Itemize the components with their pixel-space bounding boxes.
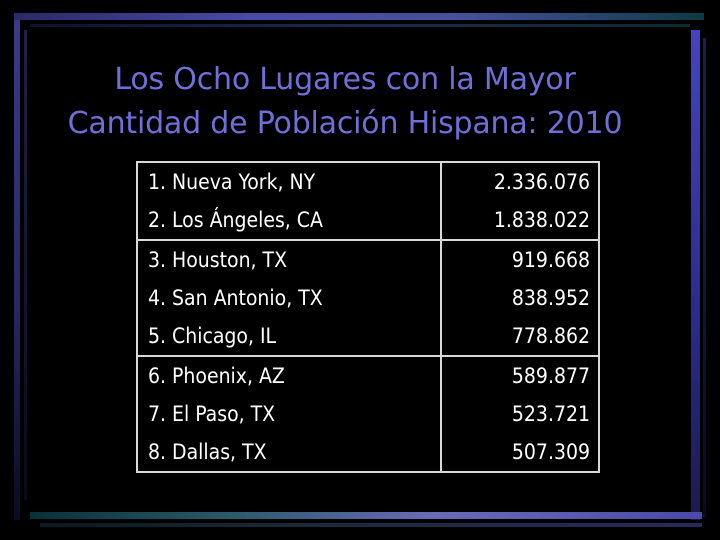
place-cell: 6. Phoenix, AZ 7. El Paso, TX 8. Dallas,… bbox=[136, 355, 442, 473]
place-name: 7. El Paso, TX bbox=[148, 402, 276, 426]
place-name: 1. Nueva York, NY bbox=[148, 170, 316, 194]
place-name: 8. Dallas, TX bbox=[148, 440, 267, 464]
population-value: 1.838.022 bbox=[493, 208, 590, 232]
frame-bottom-inner-bar bbox=[40, 523, 702, 527]
place-name: 5. Chicago, IL bbox=[148, 324, 277, 348]
population-value: 778.862 bbox=[511, 324, 590, 348]
population-value: 589.877 bbox=[511, 364, 590, 388]
table-row-group-1: 1. Nueva York, NY 2. Los Ángeles, CA 2.3… bbox=[136, 161, 600, 241]
table-row-group-3: 6. Phoenix, AZ 7. El Paso, TX 8. Dallas,… bbox=[136, 355, 600, 473]
population-value: 507.309 bbox=[511, 440, 590, 464]
place-name: 6. Phoenix, AZ bbox=[148, 364, 285, 388]
title-line-2: Cantidad de Población Hispana: 2010 bbox=[67, 106, 623, 142]
population-table: 1. Nueva York, NY 2. Los Ángeles, CA 2.3… bbox=[136, 161, 600, 473]
frame-left-bar bbox=[14, 20, 20, 520]
frame-top-bar bbox=[14, 13, 704, 20]
title-line-1: Los Ocho Lugares con la Mayor bbox=[114, 62, 576, 98]
population-cell: 589.877 523.721 507.309 bbox=[440, 355, 600, 473]
population-value: 838.952 bbox=[511, 286, 590, 310]
frame-bottom-bar bbox=[30, 512, 702, 519]
frame-right-bar bbox=[691, 30, 700, 520]
place-name: 3. Houston, TX bbox=[148, 248, 288, 272]
population-value: 523.721 bbox=[511, 402, 590, 426]
population-cell: 2.336.076 1.838.022 bbox=[440, 161, 600, 241]
frame-left-inner-bar bbox=[24, 30, 27, 500]
place-name: 4. San Antonio, TX bbox=[148, 286, 323, 310]
place-cell: 1. Nueva York, NY 2. Los Ángeles, CA bbox=[136, 161, 442, 241]
population-value: 919.668 bbox=[511, 248, 590, 272]
place-name: 2. Los Ángeles, CA bbox=[148, 208, 323, 232]
population-cell: 919.668 838.952 778.862 bbox=[440, 239, 600, 357]
population-value: 2.336.076 bbox=[493, 170, 590, 194]
frame-right-thin-bar bbox=[703, 38, 706, 518]
table-row-group-2: 3. Houston, TX 4. San Antonio, TX 5. Chi… bbox=[136, 239, 600, 357]
frame-top-inner-bar bbox=[30, 24, 690, 27]
place-cell: 3. Houston, TX 4. San Antonio, TX 5. Chi… bbox=[136, 239, 442, 357]
slide-title: Los Ocho Lugares con la Mayor Cantidad d… bbox=[20, 58, 670, 146]
